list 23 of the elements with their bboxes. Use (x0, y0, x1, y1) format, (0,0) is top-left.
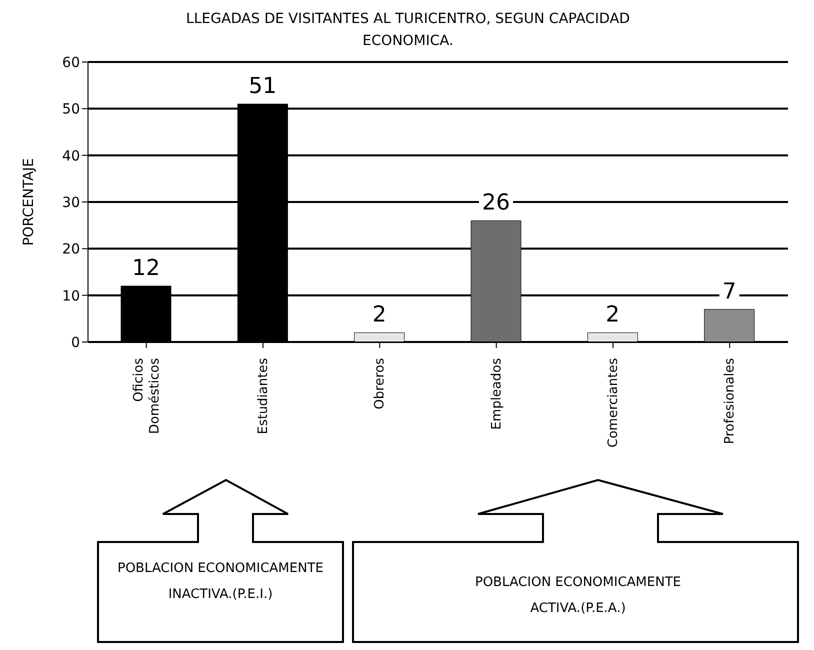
text: POBLACION ECONOMICAMENTE INACTIVA.(P.E.I.) (116, 560, 324, 604)
chart-title: LLEGADAS DE VISITANTES AL TURICENTRO, SEGUN CAPACIDAD ECONOMICA. (185, 10, 631, 51)
data-label: 12 (132, 256, 160, 281)
y-tick-label: 50 (62, 102, 80, 118)
data-label: 2 (372, 302, 386, 328)
y-tick-label: 60 (62, 54, 80, 71)
x-tick-label: Empleados (489, 358, 504, 430)
data-label: 7 (722, 279, 736, 304)
y-axis-title: PORCENTAJE (20, 158, 37, 246)
x-tick-label: Profesionales (722, 358, 738, 444)
data-label: 2 (606, 302, 620, 328)
y-tick-label: 0 (71, 334, 80, 351)
y-tick-label: 20 (62, 242, 80, 258)
y-tick-label: 40 (62, 148, 80, 164)
x-tick-label: Obreros (372, 358, 388, 410)
y-tick-label: 30 (62, 194, 80, 211)
y-tick-label: 10 (62, 288, 80, 304)
x-tick-label: Oficios Domésticos (131, 358, 162, 434)
text: POBLACION ECONOMICAMENTE ACTIVA.(P.E.A.) (474, 574, 682, 618)
x-tick-label: Estudiantes (256, 358, 271, 434)
data-label: 51 (248, 74, 277, 99)
data-label: 26 (482, 190, 510, 216)
x-tick-label: Comerciantes (606, 358, 621, 448)
